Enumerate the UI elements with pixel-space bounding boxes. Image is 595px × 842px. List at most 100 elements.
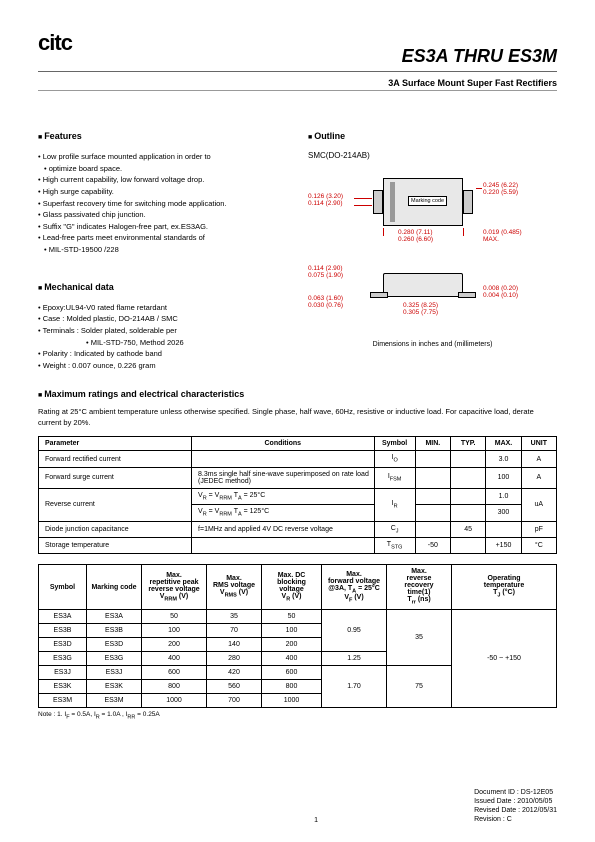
feature-item: optimize board space.	[38, 163, 278, 175]
top-columns: Features Low profile surface mounted app…	[38, 131, 557, 371]
cell: 1000	[262, 693, 322, 707]
dim-caption: Dimensions in inches and (millimeters)	[308, 341, 557, 348]
table-row: Storage temperature TSTG -50 +150 °C	[39, 537, 557, 553]
table-row: ES3A ES3A 50 35 50 0.95 35 -50 ~ +150	[39, 609, 557, 623]
col-header: MIN.	[415, 437, 450, 451]
footer: 1 Document ID : DS-12E05 Issued Date : 2…	[38, 788, 557, 824]
cell: TSTG	[374, 537, 415, 553]
dim-line	[354, 198, 372, 199]
cell: f=1MHz and applied 4V DC reverse voltage	[192, 521, 374, 537]
cell: 280	[207, 651, 262, 665]
table-header-row: Parameter Conditions Symbol MIN. TYP. MA…	[39, 437, 557, 451]
outline-heading: Outline	[308, 131, 557, 141]
cell: Forward surge current	[39, 467, 192, 488]
cell	[451, 488, 486, 504]
dim-text: 0.008 (0.20)0.004 (0.10)	[483, 286, 518, 300]
table-row: Forward surge current 8.3ms single half …	[39, 467, 557, 488]
dim-text: 0.126 (3.20)0.114 (2.90)	[308, 194, 343, 208]
cell	[415, 505, 450, 521]
right-column: Outline SMC(DO-214AB) Marking code 0.126…	[308, 131, 557, 371]
feature-item: Low profile surface mounted application …	[38, 151, 278, 163]
cell: 1.25	[322, 651, 387, 665]
features-heading: Features	[38, 131, 278, 141]
cell: 420	[207, 665, 262, 679]
cell: ES3G	[87, 651, 142, 665]
table-row: Reverse current VR = VRRM TA = 25°C IR 1…	[39, 488, 557, 504]
cell: 100	[486, 467, 521, 488]
cell: Reverse current	[39, 488, 192, 521]
cell	[451, 537, 486, 553]
cell: 1.70	[322, 665, 387, 707]
table-note: Note : 1. IF = 0.5A, IR = 1.0A , IRR = 0…	[38, 711, 557, 720]
cell: -50 ~ +150	[452, 609, 557, 707]
cell	[415, 451, 450, 467]
feature-item: Glass passivated chip junction.	[38, 209, 278, 221]
col-header: Marking code	[87, 565, 142, 609]
pkg-body-side	[383, 273, 463, 297]
mechanical-item: Terminals : Solder plated, solderable pe…	[38, 325, 278, 337]
mechanical-item: Case : Molded plastic, DO-214AB / SMC	[38, 313, 278, 325]
page-subtitle: 3A Surface Mount Super Fast Rectifiers	[38, 78, 557, 88]
cell: 0.95	[322, 609, 387, 651]
page-title: ES3A THRU ES3M	[38, 46, 557, 67]
divider	[38, 71, 557, 72]
cell: 300	[486, 505, 521, 521]
cell	[415, 521, 450, 537]
cell: 1.0	[486, 488, 521, 504]
cell	[451, 467, 486, 488]
ratings-heading: Maximum ratings and electrical character…	[38, 389, 557, 399]
cell: uA	[521, 488, 556, 521]
cell: ES3K	[39, 679, 87, 693]
cell: ES3D	[87, 637, 142, 651]
cell: 35	[207, 609, 262, 623]
cell: Storage temperature	[39, 537, 192, 553]
cell: 700	[207, 693, 262, 707]
mechanical-item: Epoxy:UL94-V0 rated flame retardant	[38, 302, 278, 314]
cell: A	[521, 467, 556, 488]
page-number: 1	[158, 817, 474, 824]
pkg-lead	[463, 190, 473, 214]
cell	[192, 451, 374, 467]
col-header: Max. DCblocking voltageVR (V)	[262, 565, 322, 609]
table-row: Forward rectified current IO 3.0 A	[39, 451, 557, 467]
col-header: Parameter	[39, 437, 192, 451]
feature-item: Lead-free parts meet environmental stand…	[38, 232, 278, 244]
cell: ES3A	[39, 609, 87, 623]
dim-text: 0.114 (2.90)0.075 (1.90)	[308, 266, 343, 280]
cell: 8.3ms single half sine-wave superimposed…	[192, 467, 374, 488]
cell	[451, 505, 486, 521]
col-header: Max.repetitive peakreverse voltageVRRM (…	[142, 565, 207, 609]
doc-id: Document ID : DS-12E05	[474, 788, 557, 797]
feature-item: MIL-STD-19500 /228	[38, 244, 278, 256]
outline-package: SMC(DO-214AB)	[308, 151, 557, 160]
col-header: Max.reverse recoverytime(1)Trr (ns)	[387, 565, 452, 609]
dim-line	[463, 228, 464, 236]
cell: ES3J	[87, 665, 142, 679]
mechanical-list: Epoxy:UL94-V0 rated flame retardant Case…	[38, 302, 278, 372]
mechanical-heading: Mechanical data	[38, 282, 278, 292]
cell: 50	[142, 609, 207, 623]
cell: ES3M	[39, 693, 87, 707]
dim-text: 0.325 (8.25)0.305 (7.75)	[403, 303, 438, 317]
cell: 600	[142, 665, 207, 679]
cathode-band	[390, 182, 395, 222]
dim-text: 0.063 (1.60)0.030 (0.76)	[308, 296, 343, 310]
cell	[451, 451, 486, 467]
feature-item: Superfast recovery time for switching mo…	[38, 198, 278, 210]
cell: Forward rectified current	[39, 451, 192, 467]
cell: 50	[262, 609, 322, 623]
cell: IO	[374, 451, 415, 467]
cell: +150	[486, 537, 521, 553]
doc-revision: Revision : C	[474, 815, 557, 824]
cell: 200	[262, 637, 322, 651]
col-header: Conditions	[192, 437, 374, 451]
cell: IFSM	[374, 467, 415, 488]
col-header: Symbol	[39, 565, 87, 609]
cell: ES3B	[87, 623, 142, 637]
col-header: UNIT	[521, 437, 556, 451]
cell: -50	[415, 537, 450, 553]
table-row: Diode junction capacitance f=1MHz and ap…	[39, 521, 557, 537]
divider	[38, 90, 557, 91]
col-header: Max.RMS voltageVRMS (V)	[207, 565, 262, 609]
cell: ES3A	[87, 609, 142, 623]
